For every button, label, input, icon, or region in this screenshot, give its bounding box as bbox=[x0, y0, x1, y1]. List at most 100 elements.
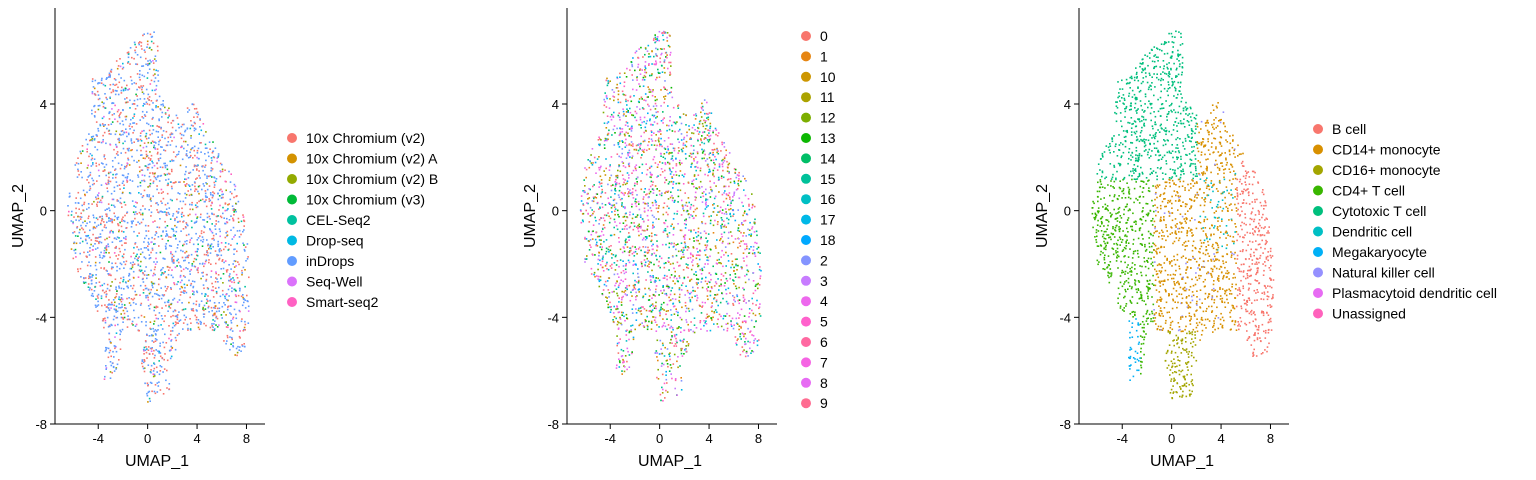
scatter-point bbox=[604, 265, 607, 267]
scatter-point bbox=[107, 183, 110, 185]
scatter-point bbox=[132, 211, 135, 213]
scatter-point bbox=[656, 76, 658, 79]
scatter-point bbox=[629, 250, 631, 252]
scatter-point bbox=[690, 153, 693, 155]
scatter-point bbox=[151, 340, 154, 342]
scatter-point bbox=[618, 196, 621, 199]
scatter-point bbox=[732, 295, 734, 297]
scatter-point bbox=[111, 281, 113, 283]
scatter-point bbox=[170, 349, 172, 351]
scatter-point bbox=[113, 186, 116, 189]
scatter-point bbox=[243, 225, 245, 227]
scatter-point bbox=[158, 140, 160, 143]
scatter-point bbox=[624, 293, 627, 295]
scatter-point bbox=[623, 228, 626, 230]
scatter-point bbox=[657, 111, 659, 113]
scatter-point bbox=[197, 190, 199, 193]
scatter-point bbox=[149, 179, 152, 181]
scatter-point bbox=[625, 263, 627, 265]
scatter-point bbox=[669, 364, 672, 366]
scatter-point bbox=[187, 268, 189, 270]
scatter-point bbox=[139, 144, 142, 147]
scatter-point bbox=[92, 214, 95, 217]
scatter-point bbox=[118, 267, 121, 270]
scatter-point bbox=[629, 189, 631, 191]
scatter-point bbox=[691, 162, 693, 165]
scatter-point bbox=[617, 142, 619, 144]
scatter-point bbox=[154, 333, 157, 335]
scatter-point bbox=[148, 257, 151, 260]
scatter-point bbox=[120, 152, 122, 154]
scatter-point bbox=[648, 64, 650, 66]
scatter-point bbox=[147, 163, 150, 166]
scatter-point bbox=[668, 61, 670, 64]
scatter-point bbox=[102, 163, 104, 165]
scatter-point bbox=[684, 219, 686, 222]
scatter-point bbox=[644, 251, 647, 253]
scatter-point bbox=[133, 115, 135, 117]
scatter-point bbox=[666, 328, 668, 331]
scatter-point bbox=[738, 178, 740, 180]
scatter-point bbox=[607, 138, 609, 141]
scatter-point bbox=[105, 246, 108, 249]
scatter-point bbox=[107, 130, 110, 132]
scatter-point bbox=[177, 258, 179, 261]
scatter-point bbox=[235, 347, 238, 350]
scatter-point bbox=[651, 188, 654, 190]
scatter-point bbox=[190, 188, 192, 191]
scatter-point bbox=[706, 316, 709, 319]
scatter-point bbox=[192, 310, 195, 312]
scatter-point bbox=[742, 350, 744, 353]
scatter-point bbox=[232, 217, 234, 220]
scatter-point bbox=[700, 328, 702, 330]
scatter-point bbox=[172, 322, 175, 325]
scatter-point bbox=[598, 239, 601, 241]
scatter-point bbox=[615, 87, 618, 89]
scatter-point bbox=[115, 83, 118, 86]
scatter-point bbox=[152, 109, 154, 111]
scatter-point bbox=[208, 200, 211, 203]
scatter-point bbox=[700, 196, 702, 198]
scatter-point bbox=[209, 192, 212, 194]
scatter-point bbox=[727, 287, 730, 290]
scatter-point bbox=[246, 294, 248, 297]
scatter-point bbox=[184, 184, 186, 186]
scatter-point bbox=[232, 209, 235, 211]
scatter-point bbox=[228, 279, 230, 282]
scatter-point bbox=[116, 199, 119, 201]
scatter-point bbox=[744, 341, 746, 343]
scatter-point bbox=[101, 257, 104, 259]
scatter-point bbox=[708, 139, 711, 141]
scatter-point bbox=[713, 162, 715, 164]
scatter-point bbox=[629, 247, 631, 249]
scatter-point bbox=[101, 218, 104, 221]
scatter-point bbox=[694, 295, 696, 297]
scatter-point bbox=[614, 206, 616, 208]
scatter-point bbox=[737, 180, 740, 182]
scatter-point bbox=[752, 350, 755, 353]
scatter-point bbox=[233, 266, 236, 268]
scatter-point bbox=[713, 167, 716, 169]
scatter-point bbox=[208, 261, 210, 264]
scatter-point bbox=[697, 265, 699, 268]
scatter-point bbox=[604, 137, 607, 140]
scatter-point bbox=[149, 163, 151, 165]
scatter-point bbox=[697, 231, 700, 233]
scatter-point bbox=[180, 270, 183, 272]
scatter-point bbox=[702, 212, 705, 215]
scatter-point bbox=[205, 205, 208, 208]
scatter-point bbox=[154, 89, 156, 92]
scatter-point bbox=[632, 145, 634, 147]
scatter-point bbox=[115, 332, 118, 334]
scatter-point bbox=[127, 149, 129, 151]
scatter-point bbox=[114, 301, 116, 304]
scatter-point bbox=[659, 266, 661, 269]
scatter-point bbox=[131, 287, 134, 290]
scatter-point bbox=[703, 324, 705, 327]
scatter-point bbox=[662, 285, 664, 287]
scatter-point bbox=[101, 304, 103, 307]
scatter-point bbox=[177, 220, 179, 223]
legend-swatch bbox=[287, 174, 297, 184]
scatter-point bbox=[623, 133, 626, 136]
scatter-point bbox=[153, 390, 156, 393]
